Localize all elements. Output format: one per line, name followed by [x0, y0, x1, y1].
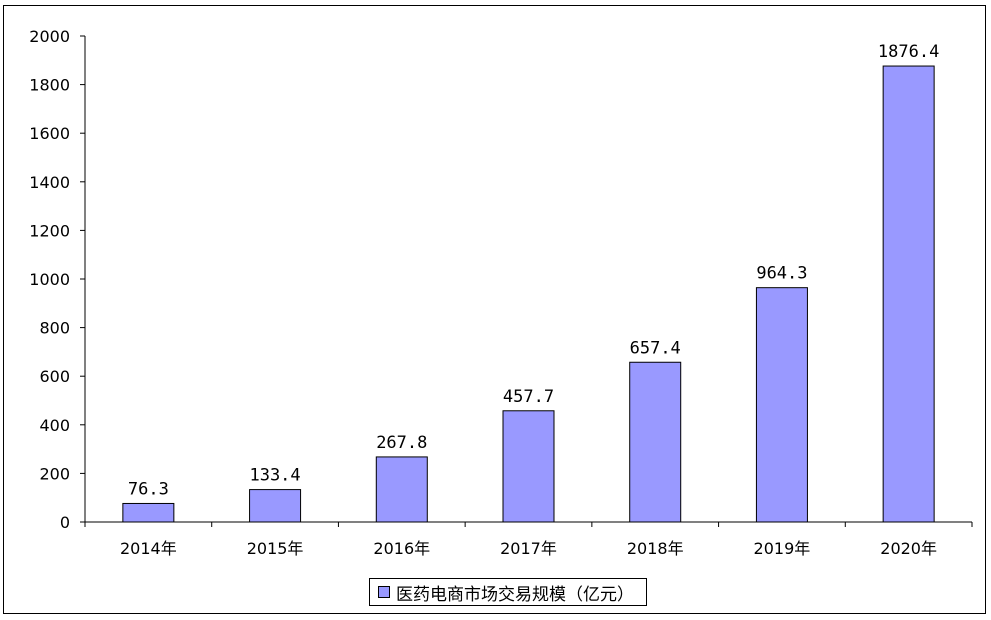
y-tick-label: 1200 — [29, 221, 70, 240]
bar — [629, 361, 682, 523]
bar — [375, 456, 428, 523]
bar — [122, 502, 175, 523]
x-category-label: 2014年 — [120, 539, 177, 558]
data-label: 657.4 — [630, 338, 681, 358]
data-label: 133.4 — [249, 466, 300, 486]
x-category-label: 2018年 — [627, 539, 684, 558]
y-tick-label: 1400 — [29, 173, 70, 192]
data-label: 457.7 — [503, 387, 554, 407]
x-category-label: 2020年 — [880, 539, 937, 558]
data-label: 1876.4 — [878, 42, 939, 62]
legend: 医药电商市场交易规模（亿元） — [369, 578, 647, 606]
y-tick-label: 2000 — [29, 27, 70, 46]
x-category-label: 2016年 — [373, 539, 430, 558]
x-category-label: 2017年 — [500, 539, 557, 558]
data-label: 267.8 — [376, 433, 427, 453]
x-category-label: 2019年 — [754, 539, 811, 558]
bar — [882, 65, 935, 523]
data-label: 964.3 — [756, 264, 807, 284]
bar — [755, 287, 808, 523]
y-tick-label: 1000 — [29, 270, 70, 289]
legend-swatch — [378, 586, 390, 598]
y-tick-label: 1800 — [29, 76, 70, 95]
data-label: 76.3 — [128, 479, 169, 499]
y-tick-label: 800 — [39, 319, 70, 338]
bar — [249, 489, 302, 523]
legend-label: 医药电商市场交易规模（亿元） — [396, 584, 634, 605]
x-category-label: 2015年 — [247, 539, 304, 558]
y-tick-label: 1600 — [29, 124, 70, 143]
y-tick-label: 0 — [60, 513, 70, 532]
y-tick-label: 200 — [39, 464, 70, 483]
y-tick-label: 600 — [39, 367, 70, 386]
bar — [502, 410, 555, 523]
y-tick-label: 400 — [39, 416, 70, 435]
